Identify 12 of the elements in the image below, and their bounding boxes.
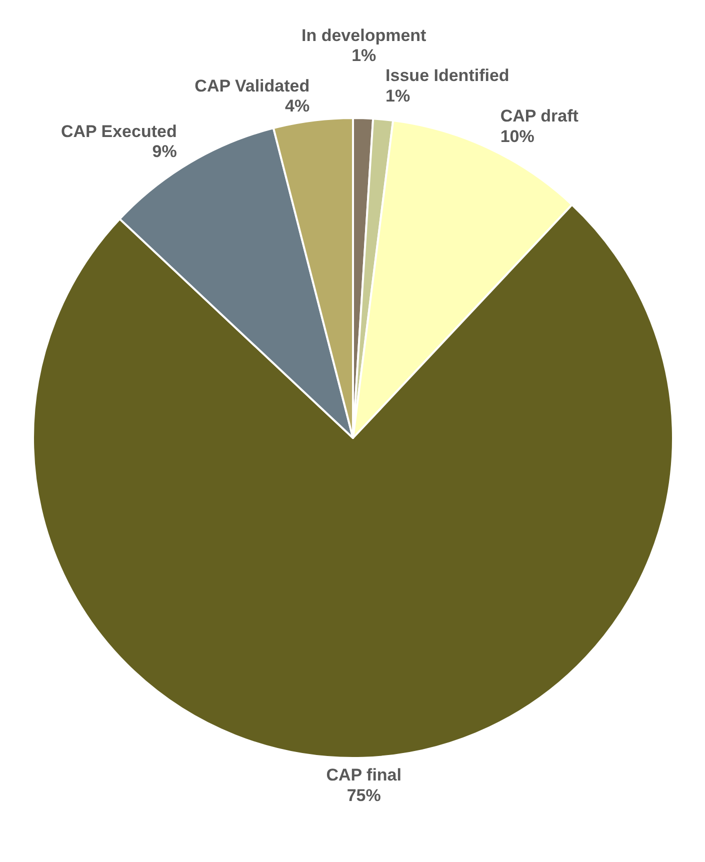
data-label: 4% xyxy=(285,96,310,116)
slice-label: CAP final xyxy=(326,765,402,784)
data-label: 1% xyxy=(386,86,410,106)
slice-label: Issue Identified xyxy=(386,66,510,86)
data-label: 75% xyxy=(346,786,381,805)
data-label: 10% xyxy=(500,126,534,146)
slice-label: CAP Executed xyxy=(60,122,177,141)
slice-label: In development xyxy=(302,26,427,45)
slice-label: CAP draft xyxy=(500,106,579,126)
data-label: 9% xyxy=(152,142,177,162)
slice-label: CAP Validated xyxy=(194,76,310,96)
data-label: 1% xyxy=(352,46,376,66)
